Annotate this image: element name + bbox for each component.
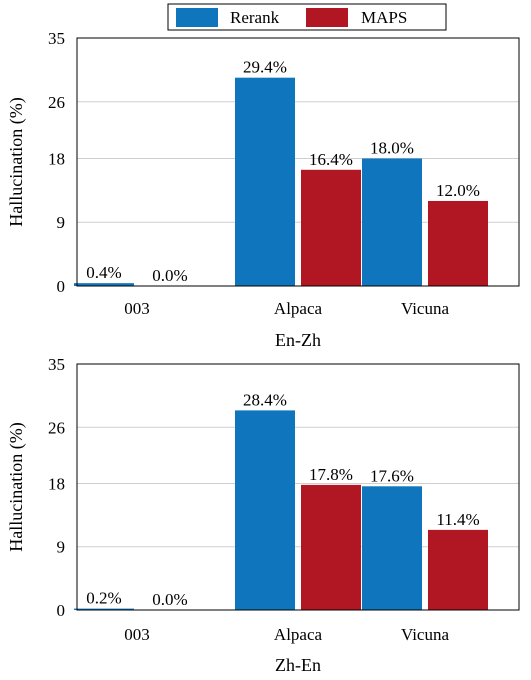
y-tick-labels: 0 9 18 26 35 [48,29,65,296]
x-tick-label: Vicuna [401,625,450,644]
x-tick-label: Alpaca [274,299,323,318]
x-tick-label: Vicuna [401,299,450,318]
data-label: 0.4% [86,263,121,282]
y-axis-label: Hallucination (%) [6,97,27,226]
bars [74,410,488,610]
legend-swatch-maps [306,8,348,27]
data-label: 17.6% [370,466,414,485]
data-labels: 0.2% 28.4% 17.6% 0.0% 17.8% 11.4% [86,390,479,609]
bar-rerank-003 [74,283,134,286]
bar-maps-alpaca [301,169,361,286]
legend-label-maps: MAPS [361,8,407,27]
y-tick-label: 9 [57,538,66,557]
bar-rerank-vicuna [362,486,422,610]
data-label: 0.0% [152,590,187,609]
x-tick-label: Alpaca [274,625,323,644]
data-label: 18.0% [370,138,414,157]
data-label: 16.4% [309,150,353,169]
data-label: 17.8% [309,465,353,484]
plot-frame [76,363,520,611]
bar-rerank-alpaca [235,77,295,287]
y-tick-label: 18 [48,149,65,168]
y-tick-label: 0 [57,277,66,296]
legend-label-rerank: Rerank [230,8,280,27]
y-tick-label: 18 [48,474,65,493]
data-labels: 0.4% 29.4% 18.0% 0.0% 16.4% 12.0% [86,58,480,285]
data-label: 12.0% [436,181,480,200]
data-label: 0.2% [86,589,121,608]
x-tick-labels: 003 Alpaca Vicuna [124,625,449,644]
bar-maps-alpaca [301,484,361,610]
y-tick-label: 35 [48,355,65,374]
bar-rerank-alpaca [235,410,295,610]
legend-swatch-rerank [176,8,218,27]
bars [74,77,488,287]
y-tick-labels: 0 9 18 26 35 [48,355,65,620]
data-label: 28.4% [243,390,287,409]
data-label: 29.4% [243,58,287,77]
x-tick-labels: 003 Alpaca Vicuna [124,299,449,318]
x-axis-label: En-Zh [275,330,321,350]
bar-maps-vicuna [428,529,488,610]
legend: Rerank MAPS [167,3,447,31]
y-axis-label: Hallucination (%) [6,422,27,551]
data-label: 11.4% [436,510,479,529]
x-tick-label: 003 [124,625,150,644]
bar-rerank-vicuna [362,158,422,286]
y-tick-label: 0 [57,601,66,620]
y-tick-label: 35 [48,29,65,48]
y-tick-label: 26 [48,418,65,437]
x-tick-label: 003 [124,299,150,318]
bar-rerank-003 [74,608,134,610]
y-tick-label: 26 [48,93,65,112]
plot-frame [76,37,520,287]
data-label: 0.0% [152,266,187,285]
y-tick-label: 9 [57,213,66,232]
bar-maps-vicuna [428,200,488,286]
x-axis-label: Zh-En [275,655,321,675]
